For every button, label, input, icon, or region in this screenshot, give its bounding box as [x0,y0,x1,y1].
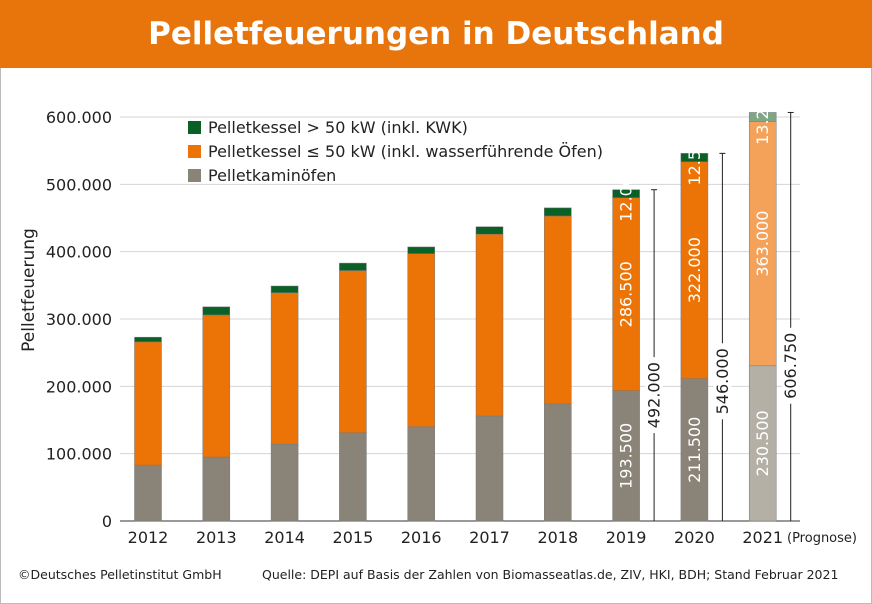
bar-segment [339,270,367,434]
y-tick-label: 600.000 [46,108,112,127]
data-label: 286.500 [617,261,636,327]
x-tick-label: 2015 [333,528,374,547]
bar-segment [544,215,572,405]
y-tick-label: 200.000 [46,377,112,396]
data-label: 12.500 [685,130,704,186]
bar-segment [748,112,777,122]
data-label: 13.250 [753,89,772,145]
bar-segment [544,403,572,522]
total-label-bg [713,343,732,420]
legend-label: Pelletkessel > 50 kW (inkl. KWK) [208,118,468,137]
bar-segment [612,390,640,522]
bar-segment [475,415,504,522]
x-tick-label: 2019 [606,528,647,547]
data-label: 322.000 [685,237,704,303]
legend-label: Pelletkaminöfen [208,166,336,185]
x-tick-label: 2012 [128,528,169,547]
x-tick-label: 2021 [742,528,783,547]
bar-segment [407,426,435,522]
legend-label: Pelletkessel ≤ 50 kW (inkl. wasserführen… [208,142,603,161]
bar-segment [134,341,162,466]
x-tick-label: 2016 [401,528,442,547]
bar-segment [134,464,162,522]
bar-segment [407,246,435,254]
total-label: 492.000 [645,362,664,428]
bar-segment [270,292,299,445]
source-note: Quelle: DEPI auf Basis der Zahlen von Bi… [262,567,839,582]
x-tick-label: 2017 [469,528,510,547]
bar-segment [612,189,640,199]
data-label: 193.500 [617,423,636,489]
y-axis-label: Pelletfeuerung [19,228,39,352]
total-label: 546.000 [713,348,732,414]
x-tick-label: 2018 [537,528,578,547]
bar-segment [339,432,367,522]
bar-segment [680,153,709,163]
y-tick-label: 300.000 [46,310,112,329]
bar-segment [612,197,640,391]
bar-segment [339,262,367,271]
total-label-bg [645,357,664,434]
y-tick-label: 100.000 [46,445,112,464]
title-bar: Pelletfeuerungen in Deutschland [0,0,872,68]
bar-segment [202,306,231,316]
bar-segment [134,336,162,343]
bar-segment [680,378,709,522]
legend-swatch [188,121,201,134]
bar-segment [475,233,504,417]
y-tick-label: 400.000 [46,243,112,262]
bar-segment [202,456,231,522]
data-label: 12.000 [617,166,636,222]
bar-segment [748,365,777,522]
y-tick-label: 0 [102,512,112,531]
x-tick-label: 2020 [674,528,715,547]
data-label: 230.500 [753,410,772,476]
bar-segment [202,314,231,458]
bar-segment [544,207,572,217]
x-tick-label: 2013 [196,528,237,547]
y-tick-label: 500.000 [46,175,112,194]
x-tick-label: 2014 [264,528,305,547]
bar-segment [270,443,299,522]
chart-title: Pelletfeuerungen in Deutschland [148,16,724,52]
bar-segment [407,253,435,427]
legend-swatch [188,145,201,158]
data-label: 211.500 [685,417,704,483]
bar-segment [270,285,299,293]
forecast-note: (Prognose) [787,531,857,546]
data-label: 363.000 [753,211,772,277]
legend-swatch [188,169,201,182]
copyright: ©Deutsches Pelletinstitut GmbH [18,567,222,582]
total-label: 606.750 [781,333,800,399]
total-label-bg [781,327,800,404]
bar-segment [475,226,504,235]
